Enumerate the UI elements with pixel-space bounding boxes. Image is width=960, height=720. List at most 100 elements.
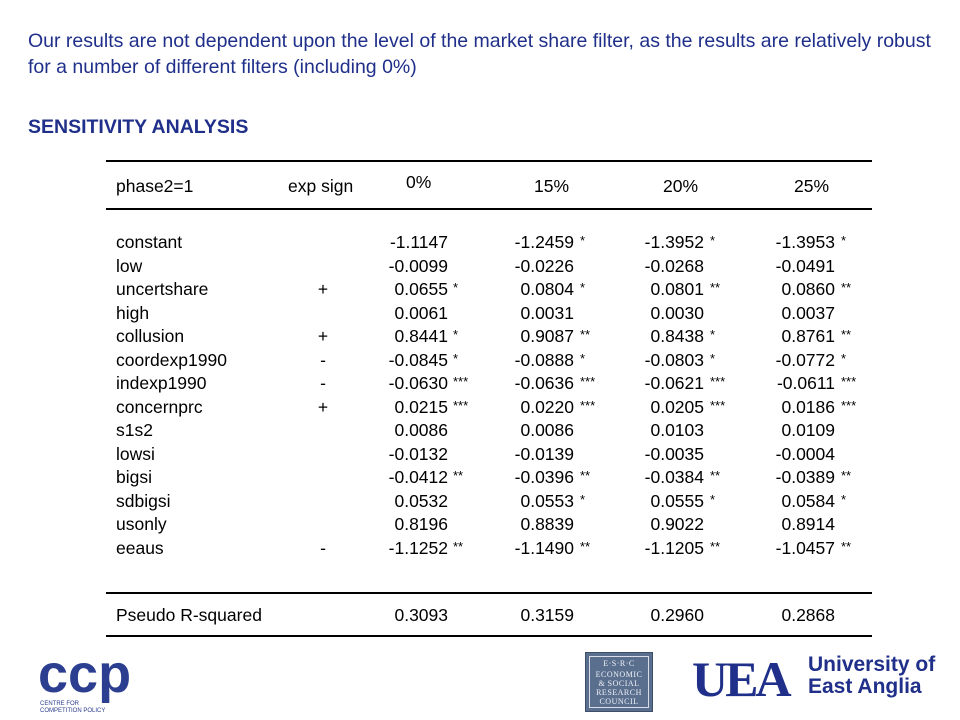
row-variable: bigsi (116, 467, 152, 487)
row-coefficient: -0.0004 (775, 443, 835, 464)
footer-value-25: 0.2868 (781, 605, 835, 625)
esrc-line-1: E·S·R·C (603, 659, 635, 668)
row-significance: ** (841, 468, 852, 483)
row-significance: * (841, 350, 847, 366)
footer-value-0: 0.3093 (394, 605, 448, 625)
row-significance: * (453, 327, 459, 342)
row-significance: ** (580, 327, 591, 342)
row-coefficient: 0.0086 (520, 420, 574, 440)
row-significance: *** (841, 374, 857, 389)
row-coefficient: 0.0031 (520, 302, 574, 323)
row-coefficient: -0.0630 (388, 373, 448, 393)
uea-mark-logo: UEA (692, 651, 794, 707)
row-coefficient: 0.0532 (394, 490, 448, 511)
row-significance: * (841, 491, 847, 507)
row-significance: * (453, 350, 459, 366)
row-coefficient: 0.9087 (520, 326, 574, 346)
row-variable: concernprc (116, 396, 203, 417)
row-coefficient: 0.0109 (781, 420, 835, 440)
row-significance: * (453, 280, 459, 295)
row-coefficient: 0.0553 (520, 490, 574, 511)
row-coefficient: -1.0457 (775, 537, 835, 558)
intro-text: Our results are not dependent upon the l… (28, 30, 931, 78)
row-variable: high (116, 302, 150, 323)
row-exp-sign: - (320, 373, 326, 393)
row-significance: ** (453, 468, 464, 483)
row-coefficient: 0.0555 (650, 490, 704, 511)
esrc-line-2: ECONOMIC (595, 670, 643, 679)
row-significance: ** (841, 280, 852, 295)
row-exp-sign: + (317, 396, 329, 417)
ccp-mark: ccp (38, 648, 131, 704)
esrc-logo: E·S·R·C ECONOMIC & SOCIAL RESEARCH COUNC… (585, 652, 653, 712)
row-variable: indexp1990 (116, 373, 207, 393)
row-exp-sign: - (320, 537, 326, 558)
row-significance: * (841, 233, 847, 248)
row-significance: ** (453, 538, 464, 554)
section-heading: SENSITIVITY ANALYSIS (28, 116, 249, 138)
row-coefficient: -0.0803 (644, 349, 704, 370)
row-significance: *** (580, 397, 596, 413)
row-significance: * (710, 327, 716, 342)
row-coefficient: 0.0220 (520, 396, 574, 417)
uea-mark: UEA (692, 654, 791, 700)
header-filter-25: 25% (794, 176, 830, 196)
row-significance: *** (710, 397, 726, 413)
row-coefficient: -0.0396 (514, 467, 574, 487)
uea-name: University of East Anglia (808, 654, 935, 698)
row-coefficient: 0.0061 (394, 302, 448, 323)
header-filter-0: 0% (406, 172, 432, 192)
row-coefficient: 0.0103 (650, 420, 704, 440)
table-top-rule (106, 160, 872, 162)
header-exp-sign: exp sign (288, 176, 354, 196)
row-coefficient: -0.0389 (775, 467, 835, 487)
row-significance: ** (841, 327, 852, 342)
header-rule (106, 208, 872, 210)
row-variable: collusion (116, 326, 185, 346)
row-significance: * (580, 280, 586, 295)
header-label: phase2=1 (116, 176, 194, 196)
row-coefficient: 0.8441 (394, 326, 448, 346)
row-coefficient: -0.0888 (514, 349, 574, 370)
row-variable: s1s2 (116, 420, 153, 440)
esrc-line-4: RESEARCH (596, 688, 642, 697)
row-coefficient: -0.0491 (775, 255, 835, 276)
row-coefficient: 0.8839 (520, 514, 574, 534)
footer-value-20: 0.2960 (650, 605, 704, 625)
row-significance: ** (580, 538, 591, 554)
row-coefficient: -1.1147 (389, 232, 448, 252)
row-significance: ** (710, 538, 721, 554)
row-coefficient: -0.0226 (514, 255, 574, 276)
header-filter-15: 15% (534, 176, 570, 196)
row-significance: ** (841, 538, 852, 554)
row-coefficient: 0.0086 (394, 420, 448, 440)
row-coefficient: 0.0215 (394, 396, 448, 417)
row-significance: *** (580, 374, 596, 389)
row-coefficient: 0.8914 (781, 514, 835, 534)
row-exp-sign: + (317, 279, 329, 299)
row-coefficient: -0.0845 (388, 349, 448, 370)
row-exp-sign: - (320, 349, 326, 370)
row-coefficient: 0.0584 (781, 490, 835, 511)
row-variable: lowsi (116, 443, 155, 464)
row-coefficient: -0.0384 (644, 467, 704, 487)
row-coefficient: 0.0860 (781, 279, 835, 299)
uea-line-1: University of (808, 653, 936, 676)
footer-value-15: 0.3159 (520, 605, 574, 625)
row-coefficient: -0.0132 (388, 443, 448, 464)
ccp-caption-2: COMPETITION POLICY (40, 708, 105, 714)
row-variable: uncertshare (116, 279, 209, 299)
row-significance: ** (580, 468, 591, 483)
row-coefficient: -1.3952 (644, 232, 704, 252)
row-significance: ** (710, 280, 721, 295)
row-significance: * (580, 350, 586, 366)
row-coefficient: 0.0801 (650, 279, 704, 299)
row-coefficient: 0.0804 (520, 279, 574, 299)
row-coefficient: -1.2459 (514, 232, 574, 252)
row-coefficient: 0.9022 (650, 514, 704, 534)
row-coefficient: -0.0636 (514, 373, 574, 393)
row-coefficient: 0.8438 (650, 326, 704, 346)
row-significance: * (580, 233, 586, 248)
row-coefficient: -1.1252 (388, 537, 448, 558)
row-exp-sign: + (317, 326, 329, 346)
